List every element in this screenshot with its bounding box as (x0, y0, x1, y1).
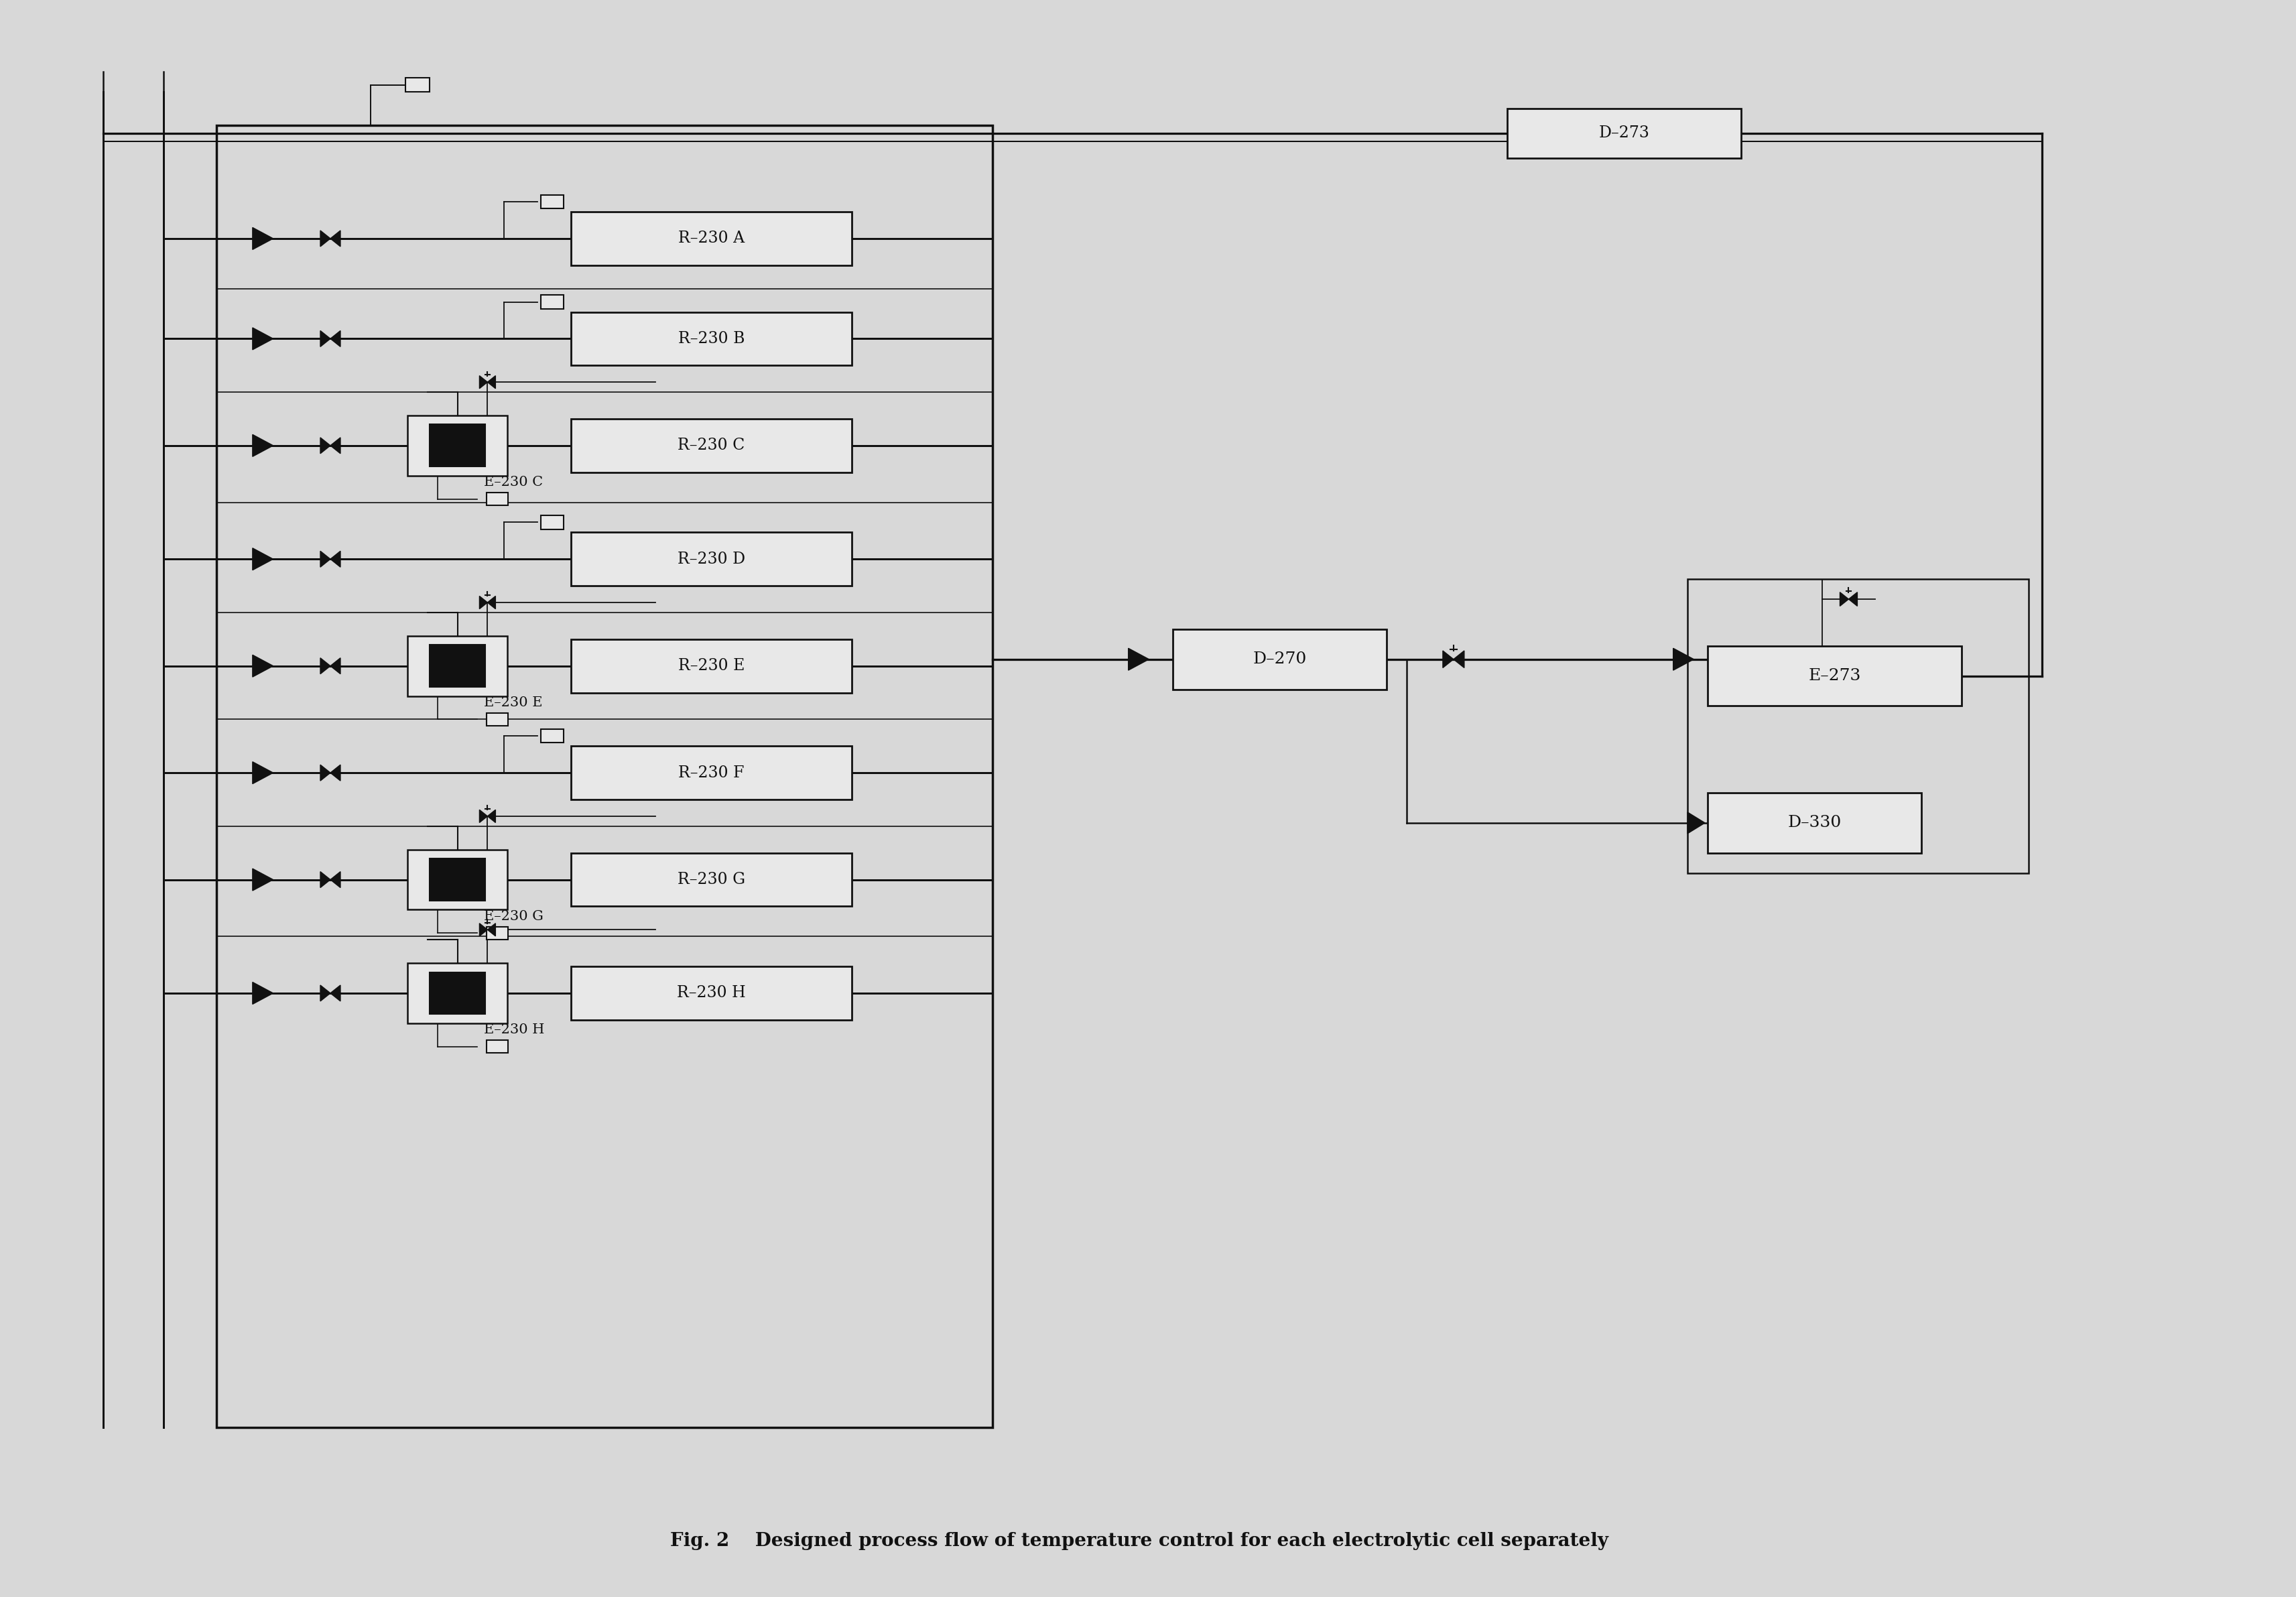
Polygon shape (480, 375, 487, 388)
Text: D–270: D–270 (1254, 652, 1306, 668)
Polygon shape (321, 985, 331, 1001)
Polygon shape (1442, 650, 1453, 668)
Polygon shape (331, 331, 340, 347)
FancyBboxPatch shape (572, 966, 852, 1020)
Polygon shape (321, 551, 331, 567)
Text: R–230 D: R–230 D (677, 551, 746, 567)
Bar (487, 1040, 507, 1052)
FancyBboxPatch shape (406, 415, 507, 476)
FancyBboxPatch shape (406, 636, 507, 696)
Text: E–273: E–273 (1809, 668, 1860, 684)
Text: R–230 C: R–230 C (677, 438, 744, 454)
Polygon shape (253, 982, 273, 1005)
Polygon shape (253, 762, 273, 784)
Polygon shape (1848, 592, 1857, 607)
Polygon shape (1127, 648, 1148, 671)
Text: D–330: D–330 (1789, 814, 1841, 830)
FancyBboxPatch shape (429, 859, 484, 901)
FancyBboxPatch shape (429, 425, 484, 466)
Text: R–230 E: R–230 E (677, 658, 744, 674)
Text: E–230 E: E–230 E (484, 696, 542, 709)
Text: R–230 B: R–230 B (677, 331, 744, 347)
FancyBboxPatch shape (572, 639, 852, 693)
Bar (542, 195, 565, 209)
FancyBboxPatch shape (572, 311, 852, 366)
Bar (487, 926, 507, 939)
Polygon shape (253, 548, 273, 570)
Polygon shape (480, 923, 487, 936)
FancyBboxPatch shape (572, 532, 852, 586)
Text: R–230 F: R–230 F (677, 765, 744, 781)
Polygon shape (1839, 592, 1848, 607)
Polygon shape (253, 655, 273, 677)
Text: E–230 C: E–230 C (484, 476, 544, 489)
Polygon shape (321, 438, 331, 454)
FancyBboxPatch shape (572, 746, 852, 800)
Polygon shape (321, 331, 331, 347)
Text: E–230 G: E–230 G (484, 910, 544, 923)
Polygon shape (321, 230, 331, 246)
Polygon shape (1674, 648, 1694, 671)
Text: D–273: D–273 (1598, 126, 1649, 141)
Bar (542, 516, 565, 529)
FancyBboxPatch shape (1506, 109, 1740, 158)
Bar (487, 712, 507, 725)
Polygon shape (1688, 813, 1706, 834)
Polygon shape (480, 596, 487, 608)
FancyBboxPatch shape (572, 853, 852, 907)
Polygon shape (331, 985, 340, 1001)
Polygon shape (1453, 650, 1465, 668)
Text: E–230 H: E–230 H (484, 1024, 544, 1036)
Bar (487, 492, 507, 505)
FancyBboxPatch shape (1708, 792, 1922, 853)
FancyBboxPatch shape (429, 645, 484, 687)
Polygon shape (253, 227, 273, 249)
Bar (406, 78, 429, 93)
FancyBboxPatch shape (406, 850, 507, 910)
FancyBboxPatch shape (572, 212, 852, 265)
Polygon shape (253, 327, 273, 350)
Polygon shape (331, 551, 340, 567)
Polygon shape (487, 810, 496, 822)
Polygon shape (331, 438, 340, 454)
Polygon shape (487, 923, 496, 936)
Bar (542, 295, 565, 308)
Bar (542, 730, 565, 743)
Text: R–230 G: R–230 G (677, 872, 746, 888)
Polygon shape (331, 658, 340, 674)
FancyBboxPatch shape (1173, 629, 1387, 690)
Polygon shape (253, 434, 273, 457)
FancyBboxPatch shape (572, 418, 852, 473)
FancyBboxPatch shape (406, 963, 507, 1024)
FancyBboxPatch shape (429, 973, 484, 1014)
Polygon shape (253, 869, 273, 891)
Text: R–230 H: R–230 H (677, 985, 746, 1001)
Polygon shape (321, 765, 331, 781)
Polygon shape (321, 872, 331, 888)
Polygon shape (331, 765, 340, 781)
Polygon shape (480, 810, 487, 822)
Text: Fig. 2    Designed process flow of temperature control for each electrolytic cel: Fig. 2 Designed process flow of temperat… (670, 1532, 1609, 1549)
FancyBboxPatch shape (1708, 645, 1961, 706)
Polygon shape (321, 658, 331, 674)
Text: R–230 A: R–230 A (677, 232, 744, 246)
Polygon shape (487, 596, 496, 608)
Polygon shape (487, 375, 496, 388)
Polygon shape (331, 230, 340, 246)
Polygon shape (331, 872, 340, 888)
